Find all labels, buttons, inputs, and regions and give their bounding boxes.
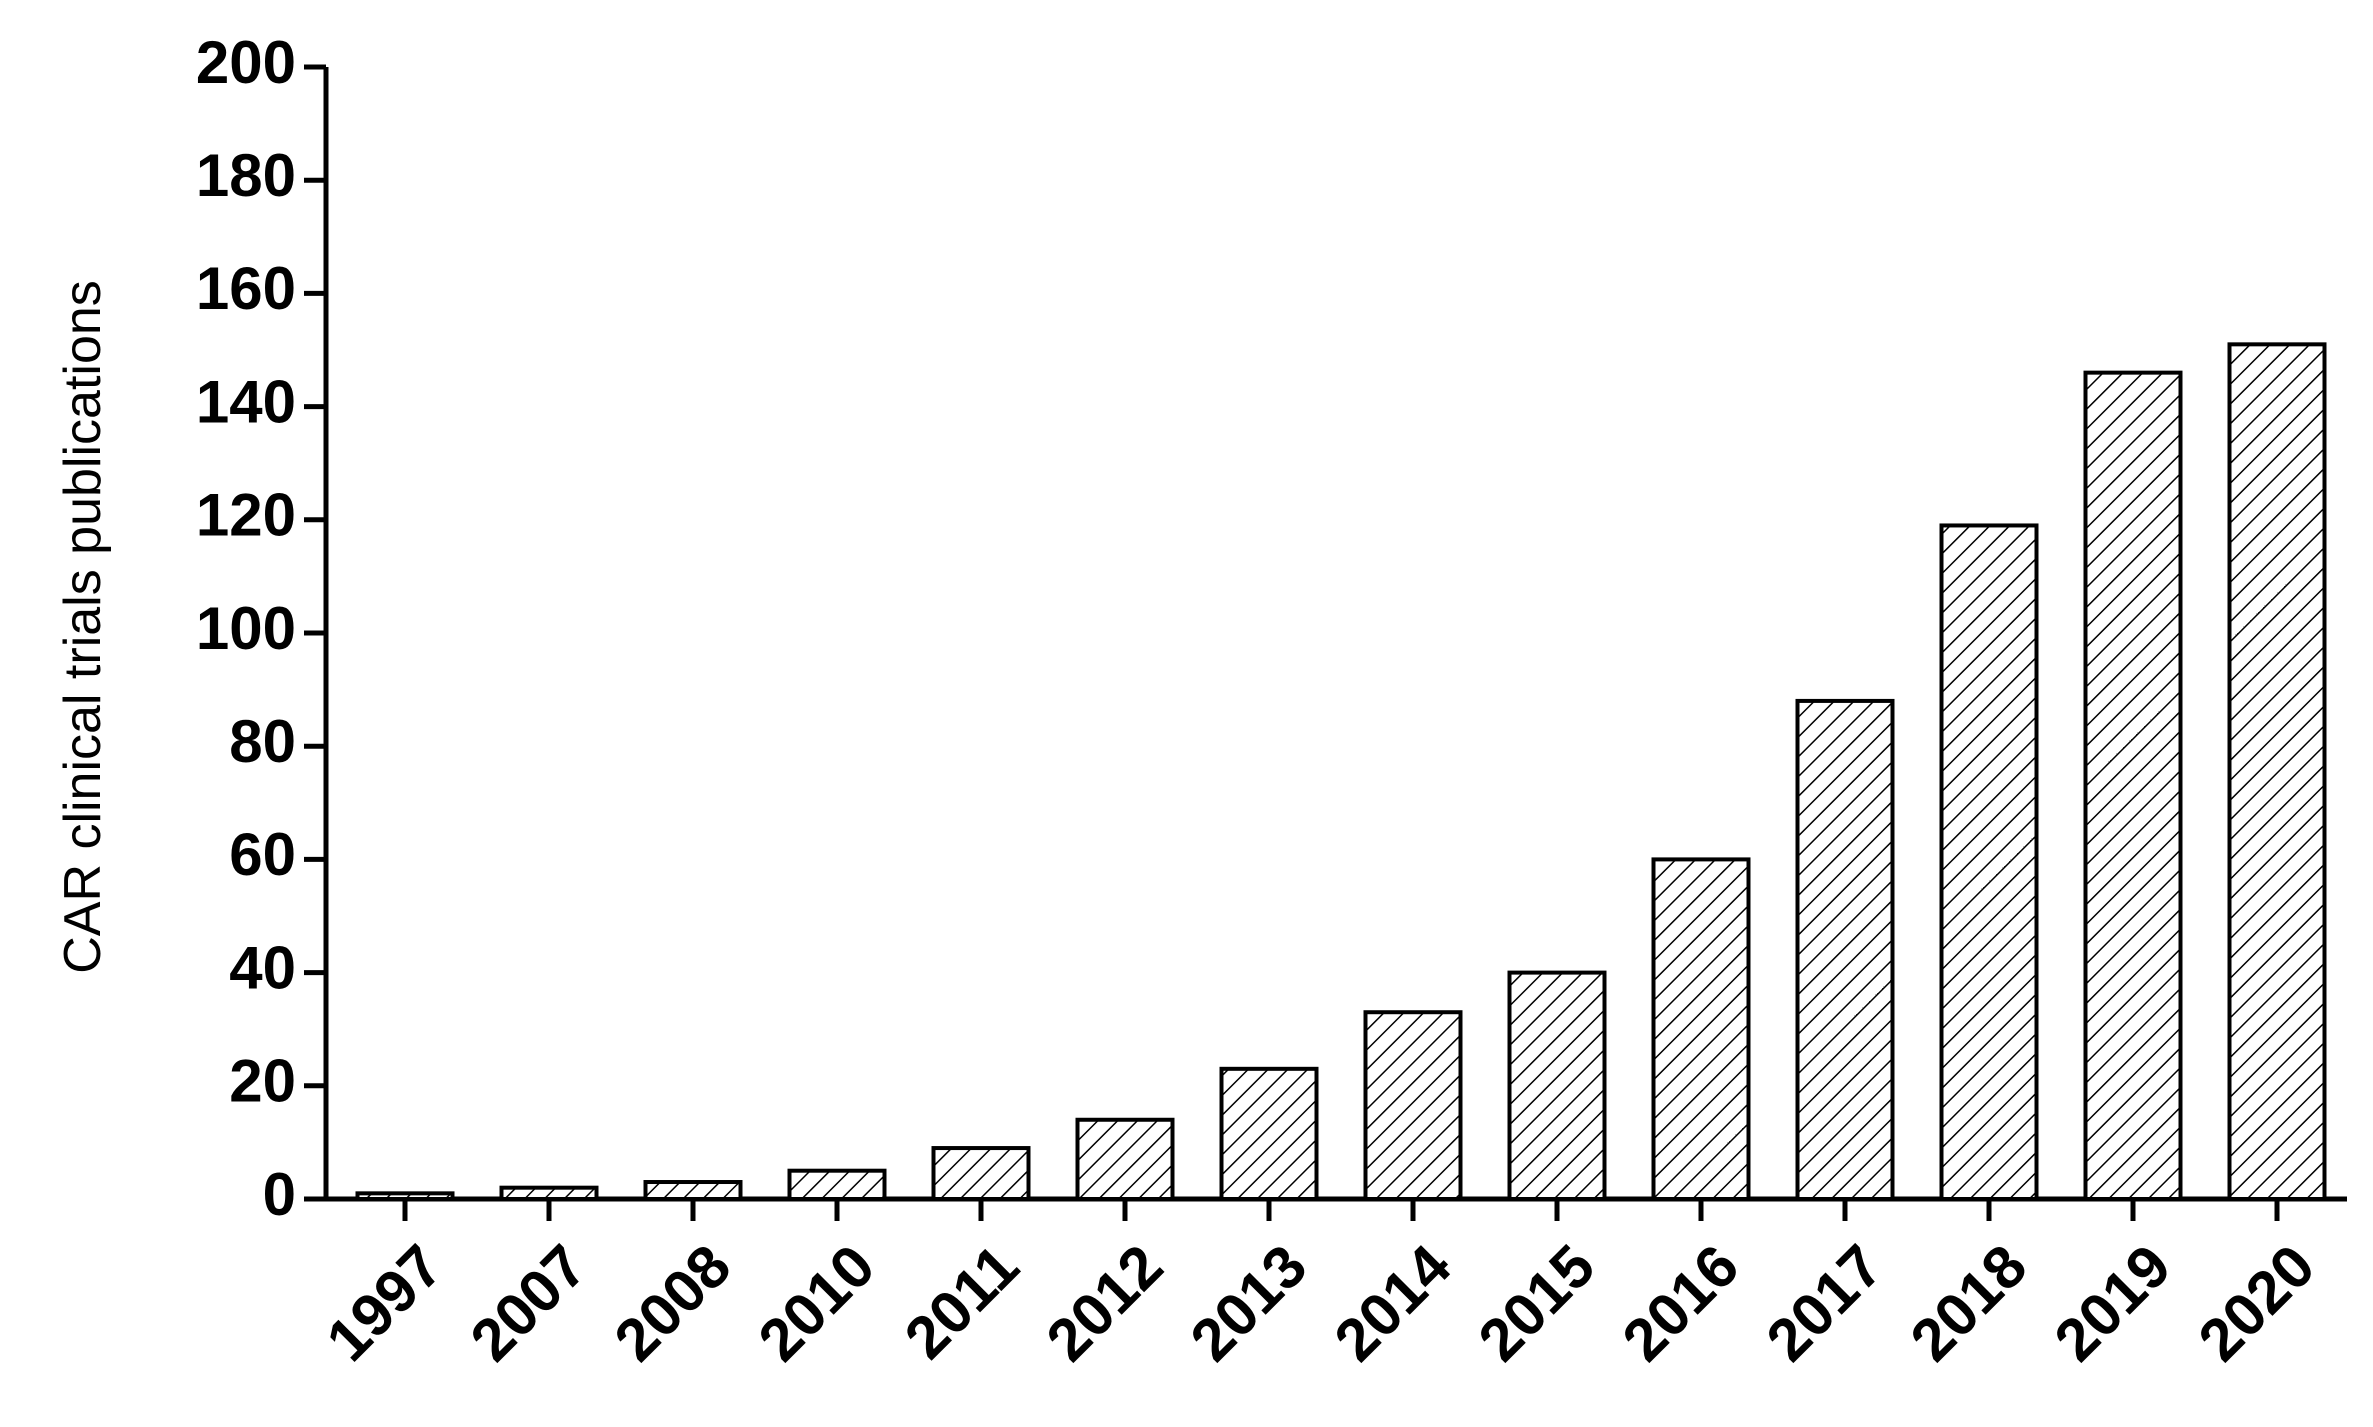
- x-tick-label: 2016: [1610, 1232, 1752, 1374]
- x-tick-label: 2018: [1898, 1232, 2040, 1374]
- x-tick-label: 1997: [314, 1232, 456, 1374]
- x-tick-label: 2010: [746, 1232, 888, 1374]
- x-tick-label: 2012: [1034, 1232, 1176, 1374]
- y-tick-label: 0: [263, 1161, 296, 1228]
- x-tick-label: 2013: [1178, 1232, 1320, 1374]
- y-tick-label: 60: [229, 821, 296, 888]
- bar: [1363, 1010, 1463, 1201]
- bar: [1939, 523, 2039, 1201]
- bar: [931, 1146, 1031, 1202]
- x-tick-label: 2020: [2186, 1232, 2328, 1374]
- y-tick-label: 100: [196, 595, 296, 662]
- bar: [355, 1191, 455, 1201]
- bar: [1795, 698, 1895, 1201]
- y-tick-label: 160: [196, 255, 296, 322]
- bar: [787, 1168, 887, 1201]
- y-tick-label: 140: [196, 368, 296, 435]
- y-axis-title: CAR clinical trials publications: [54, 280, 112, 974]
- x-tick-label: 2008: [602, 1232, 744, 1374]
- bar: [1507, 970, 1607, 1201]
- bar: [2083, 370, 2183, 1201]
- bar: [1651, 857, 1751, 1202]
- bar: [499, 1185, 599, 1202]
- bar: [2227, 342, 2327, 1201]
- x-tick-label: 2007: [458, 1232, 600, 1374]
- x-tick-label: 2017: [1754, 1232, 1896, 1374]
- x-tick-label: 2015: [1466, 1232, 1608, 1374]
- y-tick-label: 200: [196, 29, 296, 96]
- y-tick-label: 120: [196, 482, 296, 549]
- bar: [1219, 1066, 1319, 1201]
- bar: [643, 1180, 743, 1202]
- y-tick-label: 180: [196, 142, 296, 209]
- bar: [1075, 1117, 1175, 1202]
- y-tick-label: 40: [229, 934, 296, 1001]
- y-tick-label: 80: [229, 708, 296, 775]
- x-tick-label: 2011: [892, 1232, 1031, 1371]
- y-tick-label: 20: [229, 1048, 296, 1115]
- x-tick-label: 2019: [2042, 1232, 2184, 1374]
- x-tick-label: 2014: [1322, 1232, 1464, 1374]
